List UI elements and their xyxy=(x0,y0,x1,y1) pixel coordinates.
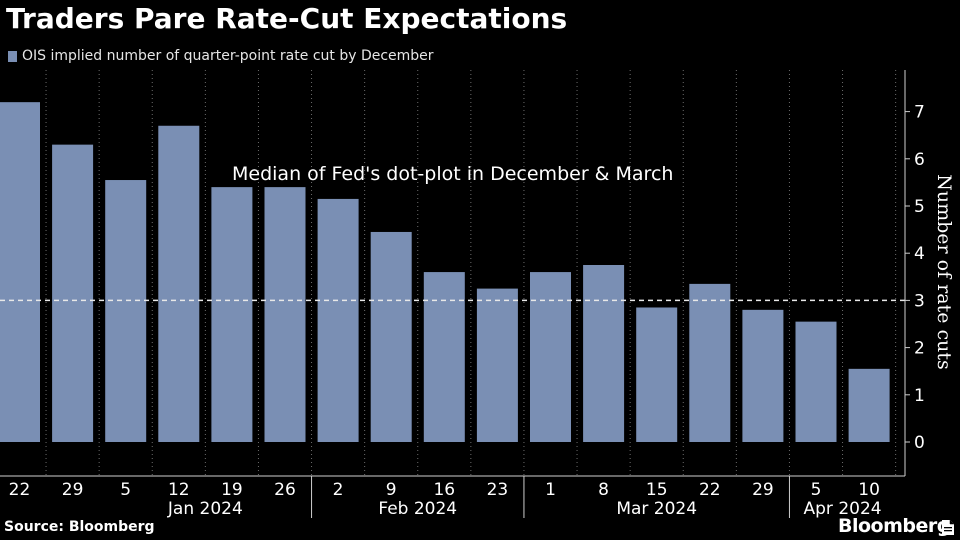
source-note: Source: Bloomberg xyxy=(4,519,155,535)
bar xyxy=(52,144,94,442)
x-tick-label: 16 xyxy=(433,480,455,500)
bar xyxy=(423,272,465,442)
x-tick-label: 29 xyxy=(752,480,774,500)
x-tick-label: 22 xyxy=(699,480,721,500)
bar xyxy=(264,187,306,442)
bar xyxy=(795,321,837,442)
x-tick-label: 12 xyxy=(168,480,190,500)
bar xyxy=(689,283,731,442)
bar xyxy=(211,187,253,442)
bar xyxy=(848,368,890,442)
brand-logo: Bloomberg xyxy=(838,515,950,537)
bar xyxy=(583,265,625,442)
month-label: Mar 2024 xyxy=(616,499,697,519)
x-tick-label: 10 xyxy=(858,480,880,500)
x-tick-label: 2 xyxy=(333,480,344,500)
x-tick-label: 26 xyxy=(274,480,296,500)
reference-line-label: Median of Fed's dot-plot in December & M… xyxy=(232,163,673,185)
y-tick-label: 1 xyxy=(914,386,925,406)
x-tick-label: 5 xyxy=(120,480,131,500)
bar xyxy=(476,288,518,442)
month-label: Apr 2024 xyxy=(804,499,882,519)
x-tick-label: 5 xyxy=(811,480,822,500)
month-label: Jan 2024 xyxy=(167,499,243,519)
x-tick-label: 8 xyxy=(598,480,609,500)
bar xyxy=(530,272,571,442)
legend-label: OIS implied number of quarter-point rate… xyxy=(22,48,434,64)
y-tick-label: 3 xyxy=(914,291,925,311)
y-axis-label: Number of rate cuts xyxy=(933,174,955,370)
x-tick-label: 19 xyxy=(221,480,243,500)
x-tick-label: 23 xyxy=(487,480,509,500)
bar xyxy=(0,102,40,442)
y-tick-label: 7 xyxy=(914,103,925,123)
bar xyxy=(742,309,784,442)
bar xyxy=(636,307,678,442)
y-tick-label: 5 xyxy=(914,197,925,217)
y-tick-label: 2 xyxy=(914,339,925,359)
x-tick-label: 29 xyxy=(62,480,84,500)
y-tick-label: 6 xyxy=(914,150,925,170)
chart-title: Traders Pare Rate-Cut Expectations xyxy=(6,2,568,35)
x-tick-label: 15 xyxy=(646,480,668,500)
bar xyxy=(158,125,200,442)
document-icon xyxy=(942,520,954,535)
x-tick-label: 1 xyxy=(545,480,556,500)
x-tick-label: 22 xyxy=(9,480,31,500)
month-label: Feb 2024 xyxy=(378,499,457,519)
bar xyxy=(317,198,359,442)
x-tick-label: 9 xyxy=(386,480,397,500)
bar xyxy=(370,231,412,442)
bar xyxy=(105,180,147,443)
legend-swatch xyxy=(8,50,17,62)
y-tick-label: 0 xyxy=(914,433,925,453)
y-tick-label: 4 xyxy=(914,244,925,264)
chart-legend: OIS implied number of quarter-point rate… xyxy=(8,47,434,65)
